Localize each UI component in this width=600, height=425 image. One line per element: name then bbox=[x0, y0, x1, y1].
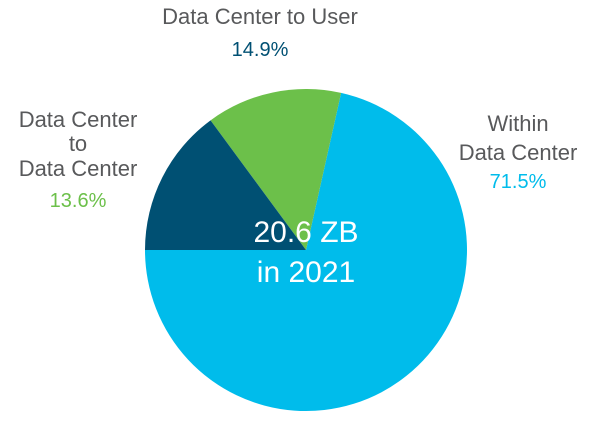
slice-value-label: 14.9% bbox=[232, 39, 289, 61]
slice-name-line: Data Center bbox=[459, 140, 578, 165]
slice-value-label: 13.6% bbox=[50, 190, 107, 212]
pie-slice-dc-to-user bbox=[145, 120, 306, 250]
slice-label-within-data-center: Within Data Center 71.5% bbox=[459, 111, 578, 193]
slice-label-dc-to-user: Data Center to User 14.9% bbox=[162, 4, 358, 61]
slice-name-line: Data Center bbox=[19, 107, 138, 132]
slice-name-line: Data Center to User bbox=[162, 4, 358, 29]
center-year-label: in 2021 bbox=[257, 256, 355, 289]
slice-label-dc-to-dc: Data Center to Data Center 13.6% bbox=[19, 107, 138, 212]
pie-slice-dc-to-dc bbox=[210, 89, 342, 250]
slice-name-line: to bbox=[69, 131, 87, 156]
pie-slice-within-data-center bbox=[145, 92, 467, 412]
pie-slices bbox=[145, 89, 467, 412]
slice-name-line: Within bbox=[487, 111, 548, 136]
slice-value-label: 71.5% bbox=[490, 171, 547, 193]
center-total-label: 20.6 ZB bbox=[253, 216, 358, 249]
slice-name-line: Data Center bbox=[19, 156, 138, 181]
